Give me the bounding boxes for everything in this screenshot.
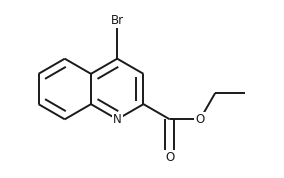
Text: N: N bbox=[113, 113, 122, 126]
Text: O: O bbox=[165, 151, 174, 164]
Text: Br: Br bbox=[111, 14, 124, 27]
Text: O: O bbox=[195, 113, 205, 126]
